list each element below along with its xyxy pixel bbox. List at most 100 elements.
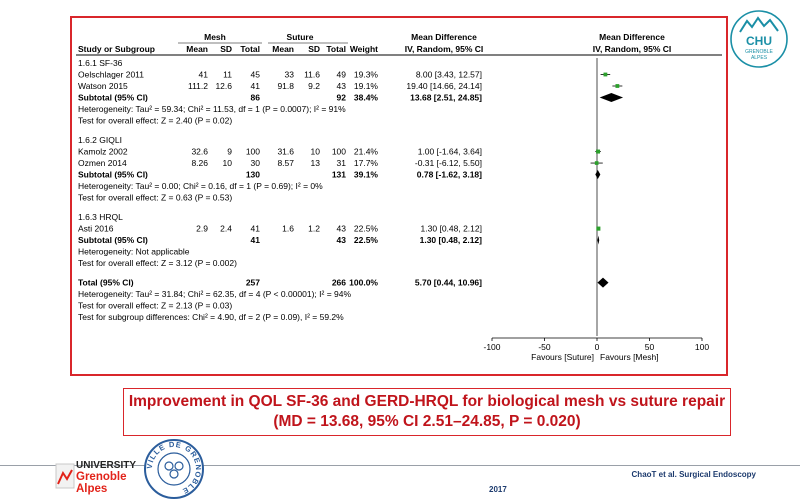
favours-right-label: Favours [Mesh]: [600, 352, 659, 362]
suture-mean: 33: [285, 70, 295, 80]
chu-logo-sub2: ALPES: [751, 55, 768, 61]
subgroup-label: 1.6.2 GIQLI: [78, 135, 122, 145]
publication-year: 2017: [489, 485, 507, 494]
stat-note: Heterogeneity: Not applicable: [78, 247, 190, 257]
mean-difference-ci: 1.30 [0.48, 2.12]: [420, 235, 483, 245]
suture-sd: 1.2: [308, 224, 320, 234]
mesh-total: 41: [251, 235, 261, 245]
subtotal-label: Subtotal (95% CI): [78, 170, 148, 180]
total-diamond: [597, 277, 609, 288]
mesh-sd: 11: [223, 70, 232, 80]
total-label: Total (95% CI): [78, 278, 134, 288]
plot-subheader: IV, Random, 95% CI: [593, 44, 672, 54]
study-name: Ozmen 2014: [78, 158, 127, 168]
chu-logo-text: CHU: [746, 34, 772, 48]
university-logo-text: UNIVERSITY Grenoble Alpes: [76, 460, 137, 496]
x-tick-label: -100: [483, 342, 500, 352]
stat-note: Heterogeneity: Tau² = 0.00; Chi² = 0.16,…: [78, 181, 323, 191]
study-marker: [596, 226, 601, 231]
study-marker: [594, 161, 599, 165]
forest-plot-frame: Mesh Suture Mean Difference Mean Difference…: [70, 16, 728, 376]
suture-total: 131: [332, 170, 346, 180]
weight: 39.1%: [354, 170, 379, 180]
university-logo-mark: [55, 463, 75, 489]
mean-difference-ci: 8.00 [3.43, 12.57]: [416, 70, 482, 80]
mesh-sd: 12.6: [215, 81, 232, 91]
favours-left-label: Favours [Suture]: [531, 352, 594, 362]
mesh-header: Mesh: [204, 32, 226, 42]
subtotal-label: Subtotal (95% CI): [78, 235, 148, 245]
mean-difference-ci: 13.68 [2.51, 24.85]: [410, 93, 482, 103]
study-name: Oelschlager 2011: [78, 70, 144, 80]
subtotal-diamond: [599, 93, 624, 102]
subtotal-label: Subtotal (95% CI): [78, 93, 148, 103]
stat-note: Test for overall effect: Z = 2.40 (P = 0…: [78, 116, 232, 126]
stat-note: Test for overall effect: Z = 2.13 (P = 0…: [78, 301, 232, 311]
x-tick-label: 100: [695, 342, 709, 352]
stat-note: Heterogeneity: Tau² = 31.84; Chi² = 62.3…: [78, 289, 351, 299]
subtotal-diamond: [595, 170, 601, 180]
suture-total: 100: [332, 147, 346, 157]
column-header: Weight: [350, 44, 378, 54]
suture-total: 266: [332, 278, 346, 288]
mean-difference-ci: 1.00 [-1.64, 3.64]: [418, 147, 482, 157]
mesh-total: 86: [251, 93, 261, 103]
suture-sd: 10: [311, 147, 321, 157]
suture-total: 92: [337, 93, 347, 103]
x-tick-label: 0: [595, 342, 600, 352]
weight: 38.4%: [354, 93, 379, 103]
study-name: Kamolz 2002: [78, 147, 128, 157]
stat-note: Test for overall effect: Z = 0.63 (P = 0…: [78, 193, 232, 203]
summary-caption: Improvement in QOL SF-36 and GERD-HRQL f…: [123, 388, 731, 436]
mean-difference-ci: 1.30 [0.48, 2.12]: [421, 224, 482, 234]
university-grenoble: Grenoble: [76, 471, 127, 483]
suture-mean: 31.6: [277, 147, 294, 157]
mean-difference-ci: 5.70 [0.44, 10.96]: [415, 278, 482, 288]
suture-total: 31: [337, 158, 347, 168]
study-marker: [603, 72, 608, 77]
suture-header: Suture: [287, 32, 314, 42]
mesh-total: 45: [251, 70, 261, 80]
suture-sd: 11.6: [304, 70, 320, 80]
stat-note: Test for overall effect: Z = 3.12 (P = 0…: [78, 258, 237, 268]
column-header: Study or Subgroup: [78, 44, 155, 54]
study-marker: [596, 149, 601, 154]
plot-header: Mean Difference: [599, 32, 665, 42]
forest-plot: Mesh Suture Mean Difference Mean Difference…: [76, 32, 722, 362]
university-label: UNIVERSITY: [76, 460, 137, 471]
weight: 22.5%: [354, 235, 379, 245]
footer-rule: [0, 465, 800, 466]
x-tick-label: 50: [645, 342, 655, 352]
mesh-total: 130: [246, 170, 260, 180]
x-tick-label: -50: [538, 342, 551, 352]
chu-logo-sub1: GRENOBLE: [745, 49, 773, 55]
mean-difference-ci: -0.31 [-6.12, 5.50]: [415, 158, 482, 168]
suture-sd: 13: [311, 158, 321, 168]
mesh-sd: 2.4: [220, 224, 232, 234]
study-marker: [615, 84, 620, 88]
citation: ChaoT et al. Surgical Endoscopy: [631, 470, 756, 479]
subgroup-label: 1.6.1 SF-36: [78, 58, 123, 68]
subgroup-label: 1.6.3 HRQL: [78, 212, 123, 222]
weight: 21.4%: [354, 147, 379, 157]
university-alpes: Alpes: [76, 483, 108, 495]
mean-difference-ci: 0.78 [-1.62, 3.18]: [417, 170, 482, 180]
mesh-mean: 111.2: [188, 81, 208, 91]
mesh-mean: 2.9: [196, 224, 208, 234]
column-header: Mean: [272, 44, 294, 54]
city-seal: VILLE DE GRENOBLE: [144, 439, 204, 499]
suture-total: 43: [337, 235, 347, 245]
mesh-total: 41: [251, 81, 261, 91]
column-header: SD: [308, 44, 320, 54]
mean-difference-ci: 19.40 [14.66, 24.14]: [406, 81, 482, 91]
weight: 19.1%: [354, 81, 379, 91]
study-name: Asti 2016: [78, 224, 114, 234]
study-name: Watson 2015: [78, 81, 128, 91]
mesh-total: 100: [246, 147, 260, 157]
mesh-total: 41: [251, 224, 261, 234]
weight: 17.7%: [354, 158, 379, 168]
column-header: Total: [240, 44, 260, 54]
weight: 19.3%: [354, 70, 379, 80]
mesh-sd: 10: [223, 158, 233, 168]
stat-note: Test for subgroup differences: Chi² = 4.…: [78, 312, 344, 322]
